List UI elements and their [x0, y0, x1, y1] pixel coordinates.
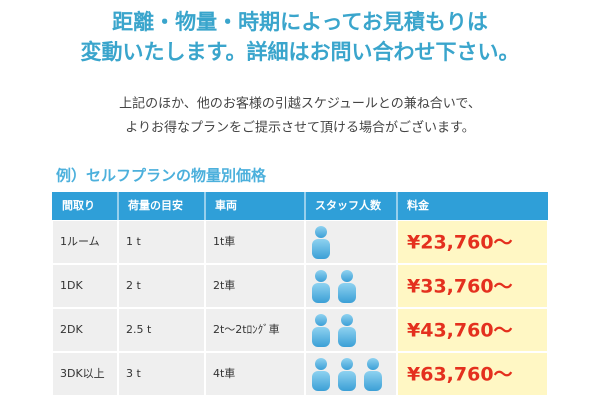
cell — [398, 309, 547, 351]
header-cell: 荷量の目安 — [127, 198, 183, 212]
cell — [119, 353, 204, 395]
staff-icon — [312, 270, 330, 303]
heading-line: 距離・物量・時期によってお見積もりは — [112, 10, 488, 34]
cell — [206, 265, 304, 307]
intro-line: よりお得なプランをご提示させて頂ける場合がございます。 — [125, 120, 474, 136]
staff-icon — [338, 314, 356, 347]
staff-icon — [312, 358, 330, 391]
heading-line: 変動いたします。詳細はお問い合わせ下さい。 — [81, 40, 520, 64]
cell-text: 2 t — [126, 279, 141, 292]
cell-text: 2t車 — [213, 278, 235, 292]
cell — [206, 221, 304, 263]
cell — [53, 265, 117, 307]
cell-text: 1ルーム — [60, 235, 100, 248]
header-cell: 料金 — [407, 198, 430, 212]
cell-text: 2t～2tﾛﾝｸﾞ車 — [213, 322, 280, 336]
cell — [53, 309, 117, 351]
cell — [119, 265, 204, 307]
cell — [53, 353, 117, 395]
staff-icon — [312, 226, 330, 259]
header-cell: スタッフ人数 — [315, 198, 382, 212]
price: ¥63,760～ — [407, 364, 513, 386]
cell — [119, 309, 204, 351]
cell — [206, 309, 304, 351]
cell-text: 1t車 — [213, 234, 235, 248]
header-cell: 車両 — [215, 198, 237, 212]
staff-icon — [338, 358, 356, 391]
cell — [398, 353, 547, 395]
staff-icon — [364, 358, 382, 391]
cell — [206, 353, 304, 395]
staff-icon — [312, 314, 330, 347]
table-title: 例）セルフプランの物量別価格 — [56, 167, 267, 185]
cell-text: 1 t — [126, 235, 141, 248]
cell-text: 2.5 t — [126, 323, 152, 336]
cell — [53, 221, 117, 263]
cell-text: 3DK以上 — [60, 367, 105, 380]
cell-text: 4t車 — [213, 366, 235, 380]
cell-text: 1DK — [60, 279, 83, 292]
header-cell: 間取り — [62, 199, 95, 212]
cell — [119, 221, 204, 263]
cell-text: 2DK — [60, 323, 83, 336]
price: ¥33,760～ — [407, 276, 513, 298]
header-row — [52, 192, 548, 220]
price: ¥43,760～ — [407, 320, 513, 342]
staff-icon — [338, 270, 356, 303]
cell — [398, 265, 547, 307]
price: ¥23,760～ — [407, 232, 513, 254]
cell — [398, 221, 547, 263]
cell-text: 3 t — [126, 367, 141, 380]
intro-line: 上記のほか、他のお客様の引越スケジュールとの兼ね合いで、 — [119, 96, 481, 112]
